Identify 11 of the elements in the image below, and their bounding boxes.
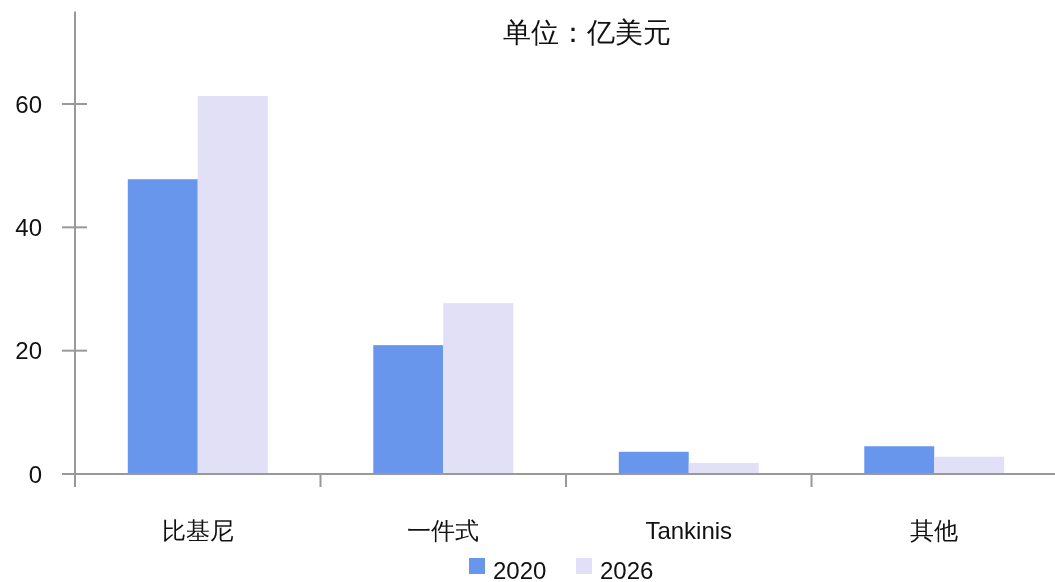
x-tick-label: 一件式 (407, 516, 480, 544)
y-tick-label: 40 (15, 213, 42, 241)
y-tick-label: 0 (28, 460, 42, 488)
y-tick-label: 20 (15, 337, 42, 365)
legend-label: 2026 (600, 556, 654, 582)
x-tick-label: 比基尼 (161, 516, 234, 544)
legend-label: 2020 (493, 556, 547, 582)
chart-title: 单位：亿美元 (503, 16, 671, 48)
x-tick-label: 其他 (910, 516, 959, 544)
y-tick-label: 60 (15, 90, 42, 118)
x-tick-label: Tankinis (645, 516, 733, 544)
